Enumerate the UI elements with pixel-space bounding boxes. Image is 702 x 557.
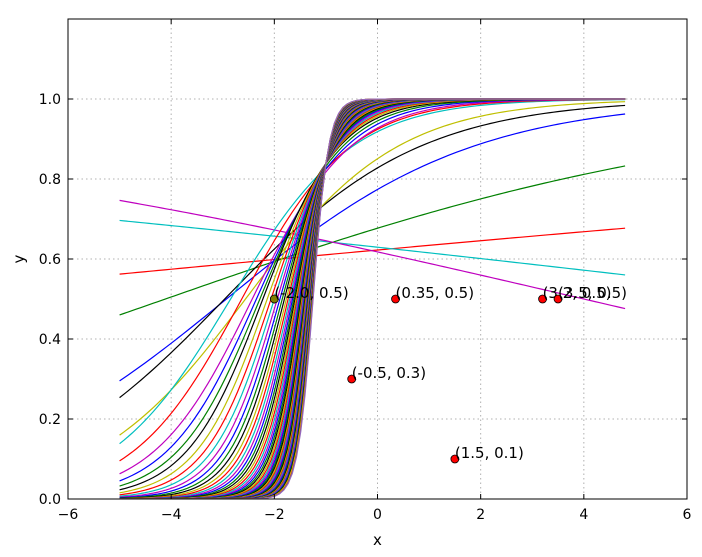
x-tick-label: 0 (373, 507, 382, 523)
y-tick-label: 1.0 (39, 92, 61, 108)
series-line (119, 165, 626, 316)
y-axis-title: y (10, 254, 28, 263)
series-line (119, 98, 626, 499)
x-tick-label: 4 (579, 507, 588, 523)
data-point (538, 294, 547, 304)
series-line (119, 104, 626, 399)
series-line (119, 199, 626, 310)
y-tick-label: 0.4 (39, 332, 61, 348)
y-tick-label: 0.0 (39, 492, 61, 508)
data-point (269, 294, 279, 304)
data-point-label: (-2.0, 0.5) (274, 284, 348, 302)
series-line (119, 99, 626, 445)
series-line (119, 101, 626, 436)
data-point (553, 294, 563, 304)
y-tick-label: 0.8 (39, 172, 61, 188)
data-point-label: (-0.5, 0.3) (352, 364, 426, 382)
x-tick-label: −6 (58, 507, 79, 523)
data-point-label: (3.5, 0.5) (558, 284, 627, 302)
x-tick-label: 6 (683, 507, 692, 523)
data-point (450, 454, 460, 464)
data-point (391, 294, 400, 304)
y-tick-label: 0.2 (39, 412, 61, 428)
ticks: −6 −4 −2 0 2 4 6 0.0 0.2 0.4 0.6 0.8 1.0 (39, 19, 692, 523)
data-points: (-2.0, 0.5) (0.35, 0.5) (3.2, 0.5)(3.5, 0.… (269, 284, 627, 464)
x-tick-label: −2 (264, 507, 285, 523)
series-line (119, 113, 626, 382)
x-axis-title: x (373, 531, 382, 549)
y-tick-label: 0.6 (39, 252, 61, 268)
x-tick-label: −4 (161, 507, 182, 523)
data-point-label: (0.35, 0.5) (396, 284, 475, 302)
data-point-label: (1.5, 0.1) (455, 444, 524, 462)
series-line (119, 219, 626, 276)
x-tick-label: 2 (476, 507, 485, 523)
data-point (347, 374, 357, 384)
